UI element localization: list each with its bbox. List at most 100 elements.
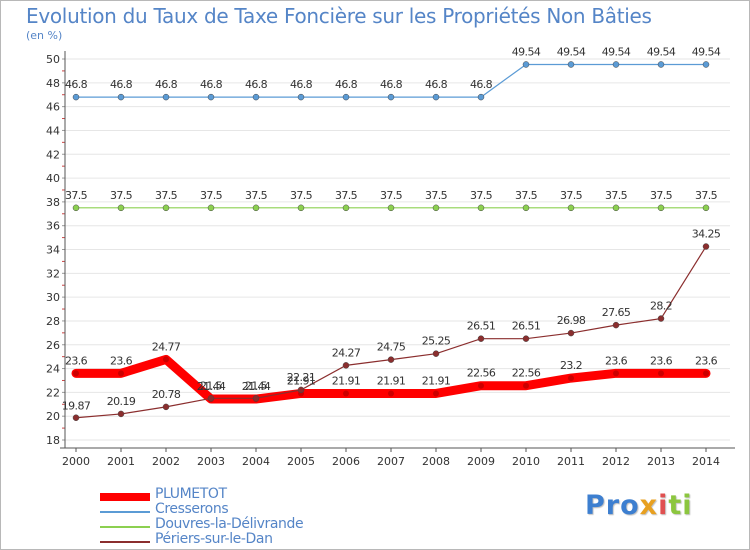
x-tick-label: 2006 — [332, 455, 360, 468]
data-label: 21.91 — [377, 374, 406, 387]
data-point — [252, 204, 260, 212]
data-label: 23.6 — [605, 354, 628, 367]
data-point — [252, 93, 260, 101]
y-tick-label: 42 — [46, 148, 60, 161]
data-point — [207, 93, 215, 101]
data-point — [522, 204, 530, 212]
x-tick-label: 2013 — [647, 455, 675, 468]
data-label: 24.77 — [152, 340, 181, 353]
data-label: 37.5 — [65, 189, 88, 202]
data-point — [387, 93, 395, 101]
data-point — [657, 61, 665, 68]
data-label: 37.5 — [110, 189, 133, 202]
y-axis-unit-label: (en %) — [26, 29, 63, 42]
data-label: 22.56 — [512, 367, 541, 380]
y-tick-label: 30 — [46, 291, 60, 304]
data-point — [432, 350, 440, 357]
data-label: 37.5 — [425, 189, 448, 202]
y-tick-label: 32 — [46, 267, 60, 280]
data-point — [702, 243, 710, 250]
data-point — [612, 204, 620, 212]
data-point — [72, 93, 80, 101]
data-point — [522, 335, 530, 342]
data-point — [117, 204, 125, 212]
x-tick-label: 2004 — [242, 455, 270, 468]
data-point — [207, 204, 215, 212]
data-label: 37.5 — [290, 189, 313, 202]
y-tick-label: 46 — [46, 101, 60, 114]
data-label: 46.8 — [110, 78, 133, 91]
data-point — [342, 362, 350, 369]
data-point — [73, 370, 79, 377]
data-label: 37.5 — [470, 189, 493, 202]
data-label: 23.6 — [695, 354, 718, 367]
data-point — [342, 204, 350, 212]
legend-swatch-plumetot — [100, 493, 150, 501]
x-tick-label: 2007 — [377, 455, 405, 468]
data-point — [477, 204, 485, 212]
y-tick-label: 34 — [46, 244, 60, 257]
data-point — [703, 370, 709, 377]
logo-part: ti — [668, 490, 693, 521]
x-tick-label: 2003 — [197, 455, 225, 468]
data-label: 26.98 — [557, 314, 586, 327]
data-label: 37.5 — [335, 189, 358, 202]
data-point — [522, 61, 530, 68]
data-label: 37.5 — [515, 189, 538, 202]
y-tick-label: 24 — [46, 363, 60, 376]
data-point — [432, 93, 440, 101]
y-tick-label: 28 — [46, 315, 60, 328]
data-point — [252, 395, 260, 402]
data-label: 24.75 — [377, 341, 406, 354]
data-point — [567, 329, 575, 337]
x-tick-label: 2008 — [422, 455, 450, 468]
chart-title: Evolution du Taux de Taxe Foncière sur l… — [26, 4, 652, 28]
data-label: 23.2 — [560, 359, 582, 372]
data-point — [613, 370, 619, 377]
data-point — [567, 61, 575, 68]
data-label: 46.8 — [380, 78, 403, 91]
data-point — [162, 204, 170, 212]
data-label: 20.19 — [107, 395, 136, 408]
legend-swatch-periers — [100, 541, 150, 543]
data-point — [387, 204, 395, 212]
data-label: 21.91 — [287, 374, 316, 387]
logo-part: Pro — [585, 490, 640, 521]
data-label: 23.6 — [110, 354, 133, 367]
y-tick-label: 20 — [46, 410, 60, 423]
data-label: 20.78 — [152, 388, 181, 401]
data-point — [478, 382, 484, 389]
data-label: 46.8 — [245, 78, 268, 91]
data-point — [657, 315, 665, 322]
x-tick-label: 2014 — [692, 455, 720, 468]
data-point — [702, 61, 710, 68]
data-point — [658, 370, 664, 377]
y-tick-label: 44 — [46, 124, 60, 137]
data-label: 37.5 — [380, 189, 403, 202]
data-label: 46.8 — [155, 78, 178, 91]
data-label: 34.25 — [692, 228, 721, 241]
data-label: 24.27 — [332, 346, 361, 359]
data-point — [162, 403, 170, 411]
data-label: 21.44 — [197, 380, 226, 393]
data-point — [568, 375, 574, 382]
data-label: 22.56 — [467, 367, 496, 380]
data-point — [72, 204, 80, 212]
y-tick-label: 50 — [46, 53, 60, 66]
data-point — [477, 93, 485, 101]
legend-swatch-douvres — [100, 526, 150, 528]
data-label: 21.5 — [245, 379, 268, 392]
data-point — [612, 321, 620, 329]
data-label: 25.25 — [422, 335, 451, 348]
data-point — [523, 382, 529, 389]
data-point — [162, 93, 170, 101]
logo-part: i — [658, 490, 669, 521]
y-tick-label: 38 — [46, 196, 60, 209]
data-label: 46.8 — [290, 78, 313, 91]
data-point — [297, 386, 305, 394]
data-point — [387, 356, 395, 363]
x-tick-label: 2002 — [152, 455, 180, 468]
data-point — [72, 414, 80, 421]
x-tick-label: 2009 — [467, 455, 495, 468]
